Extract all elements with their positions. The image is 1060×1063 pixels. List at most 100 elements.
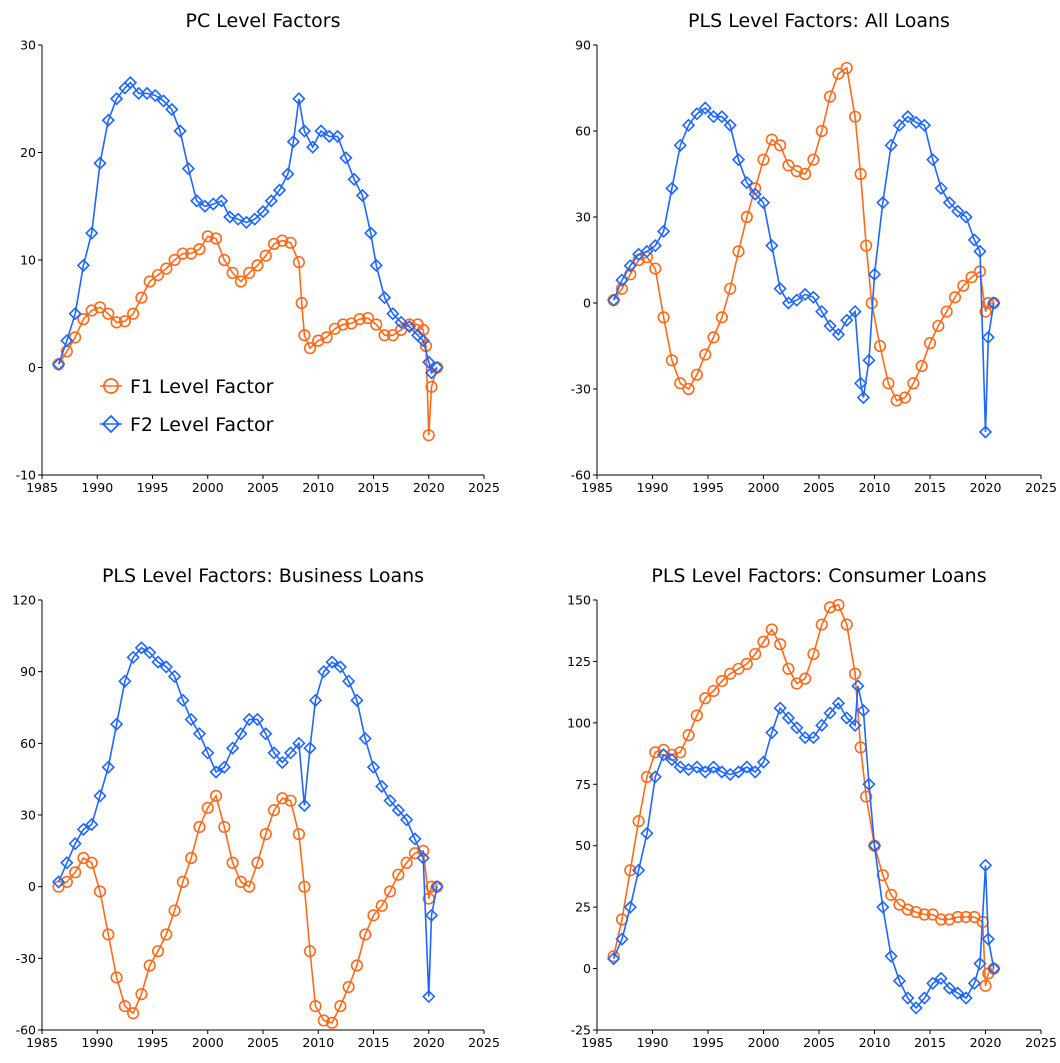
data-point — [854, 167, 867, 181]
data-point — [615, 282, 629, 295]
data-point — [77, 313, 90, 326]
data-point — [799, 672, 812, 685]
data-point — [934, 913, 948, 926]
data-point — [640, 770, 654, 784]
data-point — [665, 181, 679, 195]
data-point — [339, 151, 353, 165]
data-point — [383, 794, 397, 808]
data-point — [907, 377, 920, 390]
data-point — [774, 139, 787, 152]
y-tick-label: 100 — [567, 715, 591, 730]
data-point — [782, 662, 795, 675]
data-point — [981, 932, 995, 946]
data-point — [967, 976, 982, 990]
data-point — [251, 856, 264, 869]
data-point — [226, 856, 239, 869]
data-point — [185, 851, 198, 865]
data-point — [168, 253, 181, 267]
x-tick-label: 2000 — [748, 480, 780, 495]
data-point — [93, 789, 107, 803]
data-point — [765, 133, 778, 146]
x-tick-label: 2000 — [748, 1035, 780, 1050]
data-point — [225, 741, 240, 755]
data-point — [699, 692, 712, 705]
data-point — [370, 318, 383, 331]
data-point — [948, 291, 962, 304]
series-line — [612, 107, 995, 433]
x-tick-label: 2015 — [914, 480, 946, 495]
data-point — [430, 360, 444, 375]
data-point — [690, 368, 704, 381]
data-point — [987, 296, 1001, 310]
data-point — [815, 618, 828, 631]
data-point — [798, 287, 812, 302]
data-point — [402, 320, 417, 334]
data-point — [706, 760, 721, 774]
data-point — [375, 899, 388, 912]
x-tick-label: 2015 — [358, 1035, 390, 1050]
x-tick-label: 2010 — [859, 1035, 891, 1050]
chart-panel-3: PLS Level Factors: Business Loans -60 -30 0… — [12, 565, 500, 1050]
chart-panel-4: PLS Level Factors: Consumer Loans -25 0 25 5… — [567, 565, 1057, 1050]
y-tick-label: -30 — [16, 951, 36, 966]
data-point — [698, 765, 712, 779]
y-tick-label: 125 — [567, 654, 591, 669]
x-tick-label: 1990 — [637, 1035, 669, 1050]
data-point — [607, 952, 621, 966]
data-point — [860, 239, 873, 252]
data-point — [890, 394, 903, 407]
data-point — [218, 820, 231, 834]
y-tick-label: 60 — [20, 736, 36, 751]
data-point — [176, 875, 189, 888]
data-point — [408, 847, 422, 860]
data-point — [283, 746, 298, 760]
data-point — [773, 701, 787, 715]
data-point — [148, 88, 162, 103]
data-point — [978, 425, 993, 439]
x-tick-label: 2005 — [803, 1035, 835, 1050]
data-point — [408, 832, 422, 846]
data-point — [873, 339, 887, 353]
data-point — [317, 665, 331, 679]
data-point — [284, 236, 297, 249]
data-point — [832, 598, 845, 612]
chart-panel-1: PC Level Factors -10 0 10 20 30 1985 1990 1995 20… — [16, 10, 500, 495]
x-tick-label: 2025 — [468, 480, 500, 495]
data-point — [101, 760, 115, 774]
data-point — [640, 826, 654, 841]
data-point — [314, 124, 328, 138]
data-point — [765, 239, 779, 253]
data-point — [176, 247, 189, 260]
data-point — [337, 318, 350, 331]
series-f1 — [52, 789, 444, 1029]
data-point — [909, 115, 923, 130]
data-point — [674, 377, 687, 390]
data-point — [707, 331, 720, 344]
data-point — [934, 971, 948, 986]
data-point — [876, 900, 890, 914]
data-point — [101, 113, 115, 127]
legend-label: F1 Level Factor — [130, 376, 274, 398]
data-point — [422, 429, 435, 442]
data-point — [959, 991, 973, 1005]
data-point — [151, 268, 165, 282]
data-point — [176, 693, 190, 707]
x-tick-label: 2005 — [247, 480, 279, 495]
data-point — [193, 820, 206, 834]
y-tick-label: -30 — [571, 382, 591, 397]
data-point — [391, 803, 405, 817]
data-point — [308, 693, 323, 707]
data-point — [987, 961, 1001, 976]
data-point — [840, 313, 854, 327]
legend-item: F1 Level Factor — [100, 376, 274, 398]
data-point — [749, 647, 762, 661]
data-point — [259, 828, 272, 841]
x-tick-label: 2000 — [192, 1035, 224, 1050]
data-point — [312, 334, 325, 347]
data-point — [840, 618, 853, 631]
data-point — [209, 765, 223, 779]
data-point — [126, 650, 140, 664]
x-tick-label: 2020 — [413, 1035, 445, 1050]
chart-title: PLS Level Factors: Consumer Loans — [651, 565, 986, 587]
data-point — [143, 645, 157, 660]
